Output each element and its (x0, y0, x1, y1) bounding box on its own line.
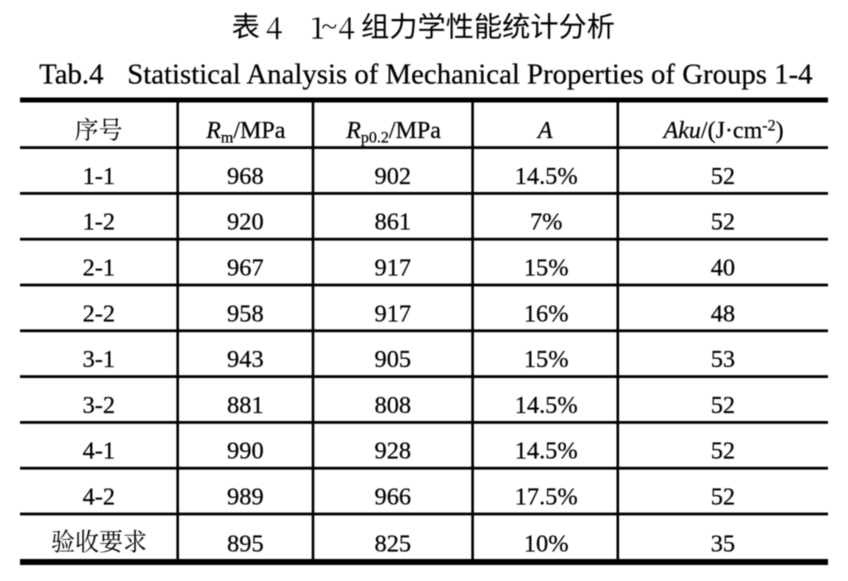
svg-text:17.5%: 17.5% (515, 484, 578, 511)
svg-text:7%: 7% (530, 209, 563, 236)
svg-text:14.5%: 14.5% (515, 438, 578, 465)
svg-text:14.5%: 14.5% (515, 163, 578, 190)
svg-text:895: 895 (227, 530, 264, 557)
svg-text:990: 990 (227, 438, 264, 465)
svg-text:52: 52 (711, 438, 735, 465)
svg-text:4-2: 4-2 (83, 484, 116, 511)
svg-text:15%: 15% (524, 346, 569, 373)
svg-text:14.5%: 14.5% (515, 392, 578, 419)
svg-text:Statistical Analysis of Mechan: Statistical Analysis of Mechanical Prope… (127, 59, 812, 91)
svg-text:53: 53 (711, 346, 735, 373)
svg-text:905: 905 (375, 346, 412, 373)
svg-text:3-2: 3-2 (83, 392, 116, 419)
svg-text:902: 902 (375, 163, 412, 190)
svg-text:Aku/(J·cm-2): Aku/(J·cm-2) (662, 118, 784, 145)
svg-text:881: 881 (227, 392, 264, 419)
svg-text:15%: 15% (524, 255, 569, 282)
svg-text:52: 52 (711, 163, 735, 190)
svg-text:Rp0.2/MPa: Rp0.2/MPa (345, 118, 441, 147)
svg-text:3-1: 3-1 (83, 346, 116, 373)
svg-text:928: 928 (375, 438, 412, 465)
svg-text:958: 958 (227, 300, 264, 327)
svg-text:52: 52 (711, 209, 735, 236)
svg-text:48: 48 (711, 300, 735, 327)
svg-text:16%: 16% (524, 300, 569, 327)
svg-text:40: 40 (711, 255, 735, 282)
svg-text:966: 966 (375, 484, 412, 511)
svg-text:1-2: 1-2 (83, 209, 116, 236)
svg-text:A: A (536, 118, 553, 144)
svg-text:917: 917 (375, 255, 412, 282)
svg-text:861: 861 (375, 209, 412, 236)
svg-text:Tab.4: Tab.4 (39, 59, 103, 91)
svg-text:920: 920 (227, 209, 264, 236)
svg-text:808: 808 (375, 392, 412, 419)
svg-text:968: 968 (227, 163, 264, 190)
svg-text:52: 52 (711, 392, 735, 419)
svg-text:35: 35 (711, 530, 735, 557)
svg-text:4-1: 4-1 (83, 438, 116, 465)
svg-text:967: 967 (227, 255, 264, 282)
svg-text:10%: 10% (524, 530, 569, 557)
svg-text:Rm/MPa: Rm/MPa (205, 118, 285, 147)
svg-text:989: 989 (227, 484, 264, 511)
svg-text:1-1: 1-1 (83, 163, 116, 190)
svg-text:2-1: 2-1 (83, 255, 116, 282)
svg-text:52: 52 (711, 484, 735, 511)
svg-text:825: 825 (375, 530, 412, 557)
svg-text:2-2: 2-2 (83, 300, 116, 327)
svg-text:917: 917 (375, 300, 412, 327)
svg-text:943: 943 (227, 346, 264, 373)
